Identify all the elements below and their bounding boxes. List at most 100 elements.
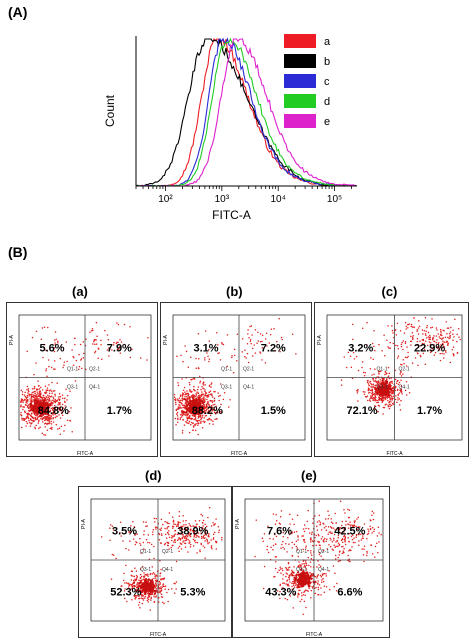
dot-plot-event (207, 418, 210, 420)
dot-plot-event (196, 552, 198, 554)
dot-plot-event (429, 349, 431, 351)
dot-plot-event (202, 393, 205, 396)
dot-plot-event (300, 592, 303, 594)
dot-plot-event (26, 402, 28, 404)
dot-plot-event (80, 358, 83, 360)
dot-plot-event (335, 541, 337, 543)
dot-plot-event (200, 388, 202, 391)
dot-plot-event (367, 530, 370, 532)
dot-plot-event (197, 422, 199, 424)
dot-plot-event (91, 327, 94, 330)
dot-plot-event (318, 564, 320, 566)
dot-plot-event (361, 366, 363, 369)
dot-plot-event (351, 534, 354, 536)
dot-plot-event (124, 588, 126, 590)
dot-plot-event (110, 524, 112, 526)
dot-plot-event (424, 363, 427, 366)
dot-plot-event (44, 422, 46, 425)
dot-plot-event (137, 582, 139, 584)
dot-plot-event (22, 405, 24, 408)
dot-plot-event (52, 396, 55, 399)
dot-plot-event (120, 535, 122, 537)
dot-plot-event (42, 411, 45, 415)
dot-plot-event (188, 540, 191, 542)
dot-plot-event (178, 538, 180, 541)
gate-label: Q3-1 (140, 567, 151, 573)
gate-label: Q4-1 (243, 385, 254, 391)
dot-plot-event (145, 581, 148, 584)
dot-plot-event (268, 342, 270, 344)
dot-plot-event (297, 578, 300, 581)
dot-plot-event (301, 595, 303, 597)
dot-plot-event (27, 404, 30, 406)
dot-plot-event (199, 400, 202, 403)
dot-plot-event (195, 423, 197, 425)
dot-plot-event (54, 368, 56, 370)
dot-plot-event (222, 343, 225, 346)
dot-plot-event (294, 592, 296, 595)
dot-plot-event (174, 539, 176, 541)
dot-plot-event (267, 551, 270, 554)
dot-plot-event (288, 577, 290, 579)
dot-plot-event (54, 410, 56, 413)
dot-plot-event (441, 334, 443, 337)
dot-plot-event (37, 422, 40, 424)
dot-plot-event (380, 382, 383, 386)
dot-plot-event (329, 537, 331, 540)
dot-plot-event (285, 566, 287, 569)
dot-plot-event (208, 422, 211, 425)
dot-plot-event (318, 553, 321, 556)
dot-plot-event (310, 541, 312, 543)
dot-plot-event (405, 381, 408, 383)
dot-plot-event (138, 595, 140, 597)
dot-plot-event (303, 600, 306, 603)
dot-plot-event (374, 368, 376, 370)
dot-plot-event (297, 586, 300, 589)
dot-plot-event (187, 409, 191, 412)
dot-plot-event (48, 397, 51, 400)
dot-plot-event (366, 321, 368, 324)
dot-plot-event (69, 390, 71, 392)
dot-plot-event (307, 509, 309, 512)
dot-plot-event (213, 531, 216, 534)
dot-plot-event (177, 399, 179, 402)
dot-plot-event (329, 545, 332, 548)
dot-plot-event (133, 526, 136, 529)
dot-plot-event (383, 354, 386, 357)
dot-plot-event (185, 421, 187, 423)
dot-plot-event (394, 385, 397, 388)
dot-plot-event (328, 588, 331, 591)
dot-plot-event (53, 368, 55, 370)
dot-plot-event (36, 418, 38, 421)
dot-plot-event (32, 419, 35, 422)
dot-plot-event (405, 365, 408, 367)
dot-plot-event (181, 410, 183, 413)
dot-plot-event (386, 339, 388, 342)
dot-plot-event (386, 385, 389, 388)
dot-plot-event (348, 523, 350, 526)
dot-plot-event (307, 549, 309, 552)
dot-plot-event (28, 406, 30, 408)
dot-plot-event (158, 539, 161, 541)
dot-plot-event (111, 525, 114, 527)
gate-label: Q1-1 (140, 549, 151, 555)
dot-plot-event (47, 394, 49, 396)
dot-plot-event (313, 580, 317, 584)
dot-plot-event (180, 394, 182, 396)
dot-plot-event (340, 379, 343, 381)
dot-plot-event (361, 361, 364, 363)
dot-plot-event (375, 393, 377, 395)
dot-plot-event (389, 347, 392, 349)
dot-plot-event (297, 564, 300, 567)
dot-plot-event (183, 536, 185, 538)
dot-plot-event (175, 403, 177, 406)
dot-plot-event (363, 374, 366, 377)
dot-plot-event (37, 400, 40, 404)
dot-plot-event (330, 539, 332, 541)
dot-plot-event (266, 345, 268, 347)
dot-plot-event (407, 355, 409, 358)
dot-plot-event (369, 391, 371, 394)
dot-plot-event (302, 613, 305, 615)
dot-plot-event (251, 334, 253, 336)
dot-plot-event (284, 597, 286, 600)
